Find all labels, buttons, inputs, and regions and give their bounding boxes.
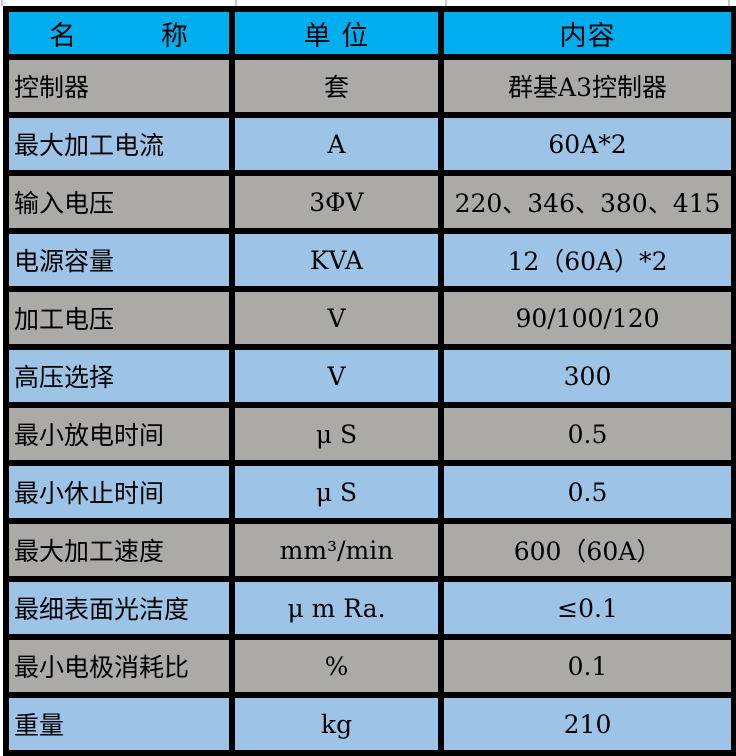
- spec-unit-cell: μ S: [229, 402, 444, 466]
- gridline-tick: [445, 0, 447, 6]
- table-row: 最小放电时间 μ S 0.5: [3, 402, 736, 466]
- spec-content-cell: 220、346、380、415: [438, 170, 736, 234]
- table-header-row: 名 称 单 位 内容: [3, 6, 736, 60]
- spec-content-cell: 0.5: [438, 460, 736, 524]
- spec-name-cell: 输入电压: [3, 170, 235, 234]
- table-row: 重量 kg 210: [3, 692, 736, 756]
- spec-content-cell: 0.1: [438, 634, 736, 698]
- gridline-tick: [728, 0, 730, 6]
- table-row: 最大加工速度 mm³/min 600（60A）: [3, 518, 736, 582]
- spec-name-cell: 重量: [3, 692, 235, 756]
- spec-unit-cell: 3ΦV: [229, 170, 444, 234]
- table-row: 最大加工电流 A 60A*2: [3, 112, 736, 176]
- spec-table: 名 称 单 位 内容 控制器 套 群基A3控制器 最大加工电流 A 60A*2 …: [3, 6, 736, 756]
- header-content: 内容: [438, 6, 736, 60]
- spec-name-cell: 高压选择: [3, 344, 235, 408]
- gridline-tick: [235, 0, 237, 6]
- gridline-tick: [1, 0, 3, 6]
- spec-content-cell: 12（60A）*2: [438, 228, 736, 292]
- spec-content-cell: 600（60A）: [438, 518, 736, 582]
- spec-name-cell: 电源容量: [3, 228, 235, 292]
- spec-name-cell: 最细表面光洁度: [3, 576, 235, 640]
- spec-name-cell: 最小电极消耗比: [3, 634, 235, 698]
- spec-name-cell: 加工电压: [3, 286, 235, 350]
- table-row: 高压选择 V 300: [3, 344, 736, 408]
- spec-unit-cell: V: [229, 286, 444, 350]
- spec-unit-cell: mm³/min: [229, 518, 444, 582]
- table-row: 电源容量 KVA 12（60A）*2: [3, 228, 736, 292]
- spec-unit-cell: A: [229, 112, 444, 176]
- spec-unit-cell: μ S: [229, 460, 444, 524]
- spec-unit-cell: KVA: [229, 228, 444, 292]
- table-row: 加工电压 V 90/100/120: [3, 286, 736, 350]
- spec-unit-cell: kg: [229, 692, 444, 756]
- spec-unit-cell: μ m Ra.: [229, 576, 444, 640]
- spec-content-cell: 210: [438, 692, 736, 756]
- spec-content-cell: 90/100/120: [438, 286, 736, 350]
- spec-content-cell: 群基A3控制器: [438, 54, 736, 118]
- spec-name-cell: 最小休止时间: [3, 460, 235, 524]
- spec-unit-cell: V: [229, 344, 444, 408]
- table-row: 最小电极消耗比 % 0.1: [3, 634, 736, 698]
- spec-content-cell: 0.5: [438, 402, 736, 466]
- spec-unit-cell: %: [229, 634, 444, 698]
- table-row: 最小休止时间 μ S 0.5: [3, 460, 736, 524]
- table-row: 输入电压 3ΦV 220、346、380、415: [3, 170, 736, 234]
- header-name: 名 称: [3, 6, 235, 60]
- spec-content-cell: 300: [438, 344, 736, 408]
- spec-unit-cell: 套: [229, 54, 444, 118]
- spec-content-cell: 60A*2: [438, 112, 736, 176]
- spec-name-cell: 最大加工速度: [3, 518, 235, 582]
- spec-name-cell: 最小放电时间: [3, 402, 235, 466]
- spec-name-cell: 控制器: [3, 54, 235, 118]
- spec-name-cell: 最大加工电流: [3, 112, 235, 176]
- spec-content-cell: ≤0.1: [438, 576, 736, 640]
- table-row: 最细表面光洁度 μ m Ra. ≤0.1: [3, 576, 736, 640]
- table-row: 控制器 套 群基A3控制器: [3, 54, 736, 118]
- header-unit: 单 位: [229, 6, 444, 60]
